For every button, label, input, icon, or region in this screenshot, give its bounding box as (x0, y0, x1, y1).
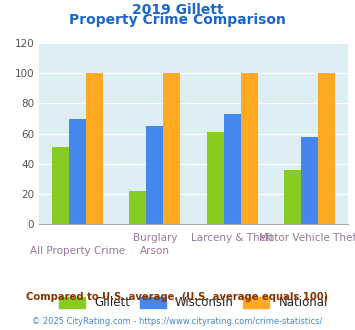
Bar (129, 191, 146, 224)
Bar (224, 114, 241, 224)
Bar (69, 118, 86, 224)
Text: Burglary: Burglary (133, 233, 177, 243)
Bar (52, 147, 69, 224)
Bar (318, 73, 335, 224)
Bar (284, 170, 301, 224)
Bar (301, 137, 318, 224)
Text: All Property Crime: All Property Crime (30, 246, 125, 256)
Text: Motor Vehicle Theft: Motor Vehicle Theft (259, 233, 355, 243)
Bar (207, 132, 224, 224)
Bar (86, 73, 103, 224)
Bar (241, 73, 258, 224)
Text: © 2025 CityRating.com - https://www.cityrating.com/crime-statistics/: © 2025 CityRating.com - https://www.city… (32, 317, 323, 326)
Text: Larceny & Theft: Larceny & Theft (191, 233, 273, 243)
Text: Arson: Arson (140, 246, 170, 256)
Text: Compared to U.S. average. (U.S. average equals 100): Compared to U.S. average. (U.S. average … (26, 292, 329, 302)
Bar (163, 73, 180, 224)
Legend: Gillett, Wisconsin, National: Gillett, Wisconsin, National (55, 293, 332, 313)
Text: 2019 Gillett: 2019 Gillett (132, 3, 223, 17)
Bar (146, 126, 163, 224)
Text: Property Crime Comparison: Property Crime Comparison (69, 13, 286, 27)
